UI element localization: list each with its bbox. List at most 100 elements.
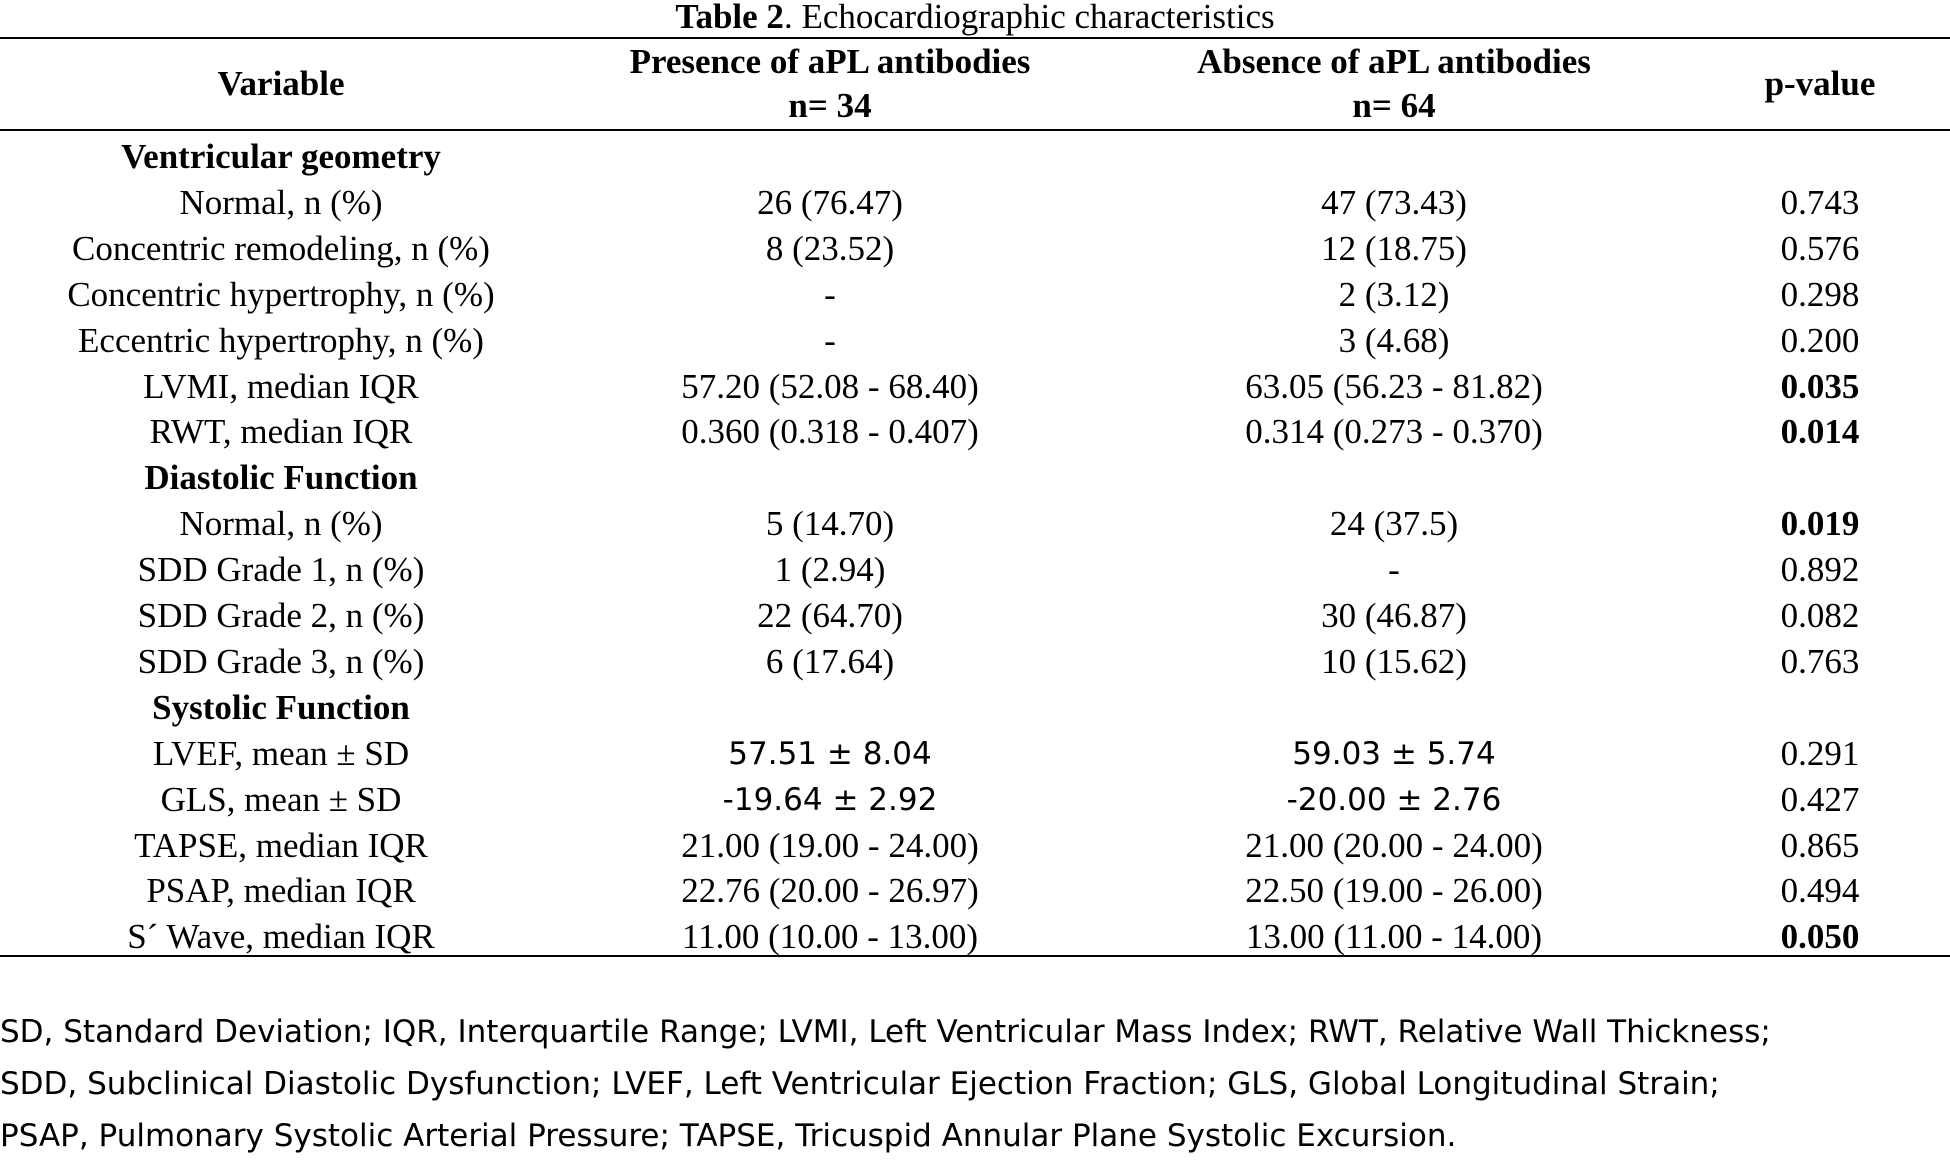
- table-row: LVEF, mean ± SD 57.51 ± 8.04 59.03 ± 5.74 0…: [0, 731, 1950, 777]
- variable-cell: SDD Grade 3, n (%): [137, 641, 425, 681]
- absence-cell: 47 (73.43): [1321, 182, 1467, 222]
- pvalue-cell: 0.865: [1780, 825, 1860, 865]
- section-header-row: Diastolic Function: [0, 455, 1950, 501]
- table-row: Normal, n (%) 5 (14.70) 24 (37.5) 0.019: [0, 501, 1950, 547]
- pvalue-cell: 0.014: [1780, 412, 1860, 452]
- absence-cell: 63.05 (56.23 - 81.82): [1245, 366, 1543, 406]
- variable-cell: GLS, mean ± SD: [160, 779, 402, 819]
- header-absence-line2: n= 64: [1352, 86, 1436, 125]
- absence-cell: 59.03 ± 5.74: [1292, 735, 1496, 772]
- absence-cell: 21.00 (20.00 - 24.00): [1245, 825, 1543, 865]
- table-row: Eccentric hypertrophy, n (%) - 3 (4.68) 0.2…: [0, 318, 1950, 364]
- pvalue-cell: 0.019: [1780, 504, 1860, 544]
- table-row: SDD Grade 2, n (%) 22 (64.70) 30 (46.87) 0.…: [0, 593, 1950, 639]
- absence-cell: 0.314 (0.273 - 0.370): [1245, 412, 1543, 452]
- absence-cell: 24 (37.5): [1329, 504, 1459, 544]
- table-row: S´ Wave, median IQR 11.00 (10.00 - 13.00)…: [0, 914, 1950, 960]
- section-label: Systolic Function: [152, 687, 410, 727]
- section-header-row: Systolic Function: [0, 685, 1950, 731]
- absence-cell: 3 (4.68): [1338, 320, 1450, 360]
- section-label: Diastolic Function: [144, 458, 418, 498]
- variable-cell: PSAP, median IQR: [146, 871, 416, 911]
- variable-cell: TAPSE, median IQR: [134, 825, 428, 865]
- header-presence-line1: Presence of aPL antibodies: [629, 42, 1031, 81]
- variable-cell: LVEF, mean ± SD: [152, 733, 410, 773]
- presence-cell: 26 (76.47): [757, 182, 903, 222]
- table-row: Normal, n (%) 26 (76.47) 47 (73.43) 0.743: [0, 180, 1950, 226]
- header-variable-label: Variable: [217, 64, 345, 103]
- presence-cell: -19.64 ± 2.92: [722, 781, 938, 818]
- footnote: SD, Standard Deviation; IQR, Interquarti…: [0, 1006, 1950, 1162]
- header-absence: Absence of aPL antibodies n= 64: [1098, 40, 1690, 128]
- absence-cell: 30 (46.87): [1321, 596, 1467, 635]
- table-row: SDD Grade 3, n (%) 6 (17.64) 10 (15.62) 0.7…: [0, 639, 1950, 685]
- absence-cell: -: [1388, 550, 1400, 590]
- presence-cell: -: [824, 274, 836, 314]
- header-pvalue: p-value: [1690, 40, 1950, 128]
- presence-cell: 5 (14.70): [765, 504, 895, 544]
- presence-cell: -: [824, 320, 836, 360]
- presence-cell: 22 (64.70): [757, 596, 903, 635]
- header-presence: Presence of aPL antibodies n= 34: [562, 40, 1098, 128]
- header-pvalue-label: p-value: [1764, 64, 1876, 103]
- pvalue-cell: 0.200: [1780, 320, 1860, 360]
- absence-cell: 12 (18.75): [1321, 228, 1467, 268]
- table-row: LVMI, median IQR 57.20 (52.08 - 68.40) 63.…: [0, 364, 1950, 410]
- variable-cell: Concentric remodeling, n (%): [72, 228, 490, 268]
- presence-cell: 57.51 ± 8.04: [728, 735, 932, 772]
- table-row: PSAP, median IQR 22.76 (20.00 - 26.97) 22.…: [0, 868, 1950, 914]
- header-rule: [0, 129, 1950, 131]
- variable-cell: S´ Wave, median IQR: [127, 917, 435, 957]
- pvalue-cell: 0.427: [1780, 779, 1860, 819]
- pvalue-cell: 0.763: [1780, 641, 1860, 681]
- absence-cell: 10 (15.62): [1321, 641, 1467, 681]
- presence-cell: 11.00 (10.00 - 13.00): [681, 917, 979, 957]
- variable-cell: RWT, median IQR: [149, 412, 413, 452]
- table-row: TAPSE, median IQR 21.00 (19.00 - 24.00) 21…: [0, 823, 1950, 869]
- table-title: Table 2. Echocardiographic characteristi…: [0, 0, 1950, 36]
- pvalue-cell: 0.892: [1780, 550, 1860, 590]
- pvalue-cell: 0.035: [1780, 366, 1860, 406]
- footnote-line-3: PSAP, Pulmonary Systolic Arterial Pressu…: [0, 1118, 1457, 1154]
- top-rule: [0, 37, 1950, 39]
- presence-cell: 22.76 (20.00 - 26.97): [681, 871, 979, 911]
- variable-cell: SDD Grade 1, n (%): [137, 550, 425, 590]
- header-presence-line2: n= 34: [788, 86, 872, 125]
- table-row: GLS, mean ± SD -19.64 ± 2.92 -20.00 ± 2.76…: [0, 777, 1950, 823]
- variable-cell: Normal, n (%): [179, 182, 383, 222]
- absence-cell: 13.00 (11.00 - 14.00): [1245, 917, 1543, 957]
- section-label: Ventricular geometry: [121, 137, 441, 176]
- bottom-rule: [0, 955, 1950, 957]
- absence-cell: 2 (3.12): [1338, 274, 1450, 314]
- pvalue-cell: 0.082: [1780, 596, 1860, 635]
- pvalue-cell: 0.576: [1780, 228, 1860, 268]
- variable-cell: LVMI, median IQR: [143, 366, 419, 406]
- footnote-line-2: SDD, Subclinical Diastolic Dysfunction; …: [0, 1066, 1720, 1102]
- presence-cell: 8 (23.52): [765, 228, 895, 268]
- table-title-text: . Echocardiographic characteristics: [783, 0, 1275, 36]
- pvalue-cell: 0.494: [1780, 871, 1860, 911]
- variable-cell: Normal, n (%): [179, 504, 383, 544]
- section-header-row: Ventricular geometry: [0, 134, 1950, 180]
- presence-cell: 57.20 (52.08 - 68.40): [681, 366, 979, 406]
- table-row: SDD Grade 1, n (%) 1 (2.94) - 0.892: [0, 547, 1950, 593]
- table-row: Concentric hypertrophy, n (%) - 2 (3.12) 0.…: [0, 272, 1950, 318]
- absence-cell: 22.50 (19.00 - 26.00): [1245, 871, 1543, 911]
- absence-cell: -20.00 ± 2.76: [1286, 781, 1502, 818]
- presence-cell: 6 (17.64): [765, 641, 895, 681]
- presence-cell: 0.360 (0.318 - 0.407): [681, 412, 979, 452]
- pvalue-cell: 0.050: [1780, 917, 1860, 957]
- table-row: RWT, median IQR 0.360 (0.318 - 0.407) 0.31…: [0, 409, 1950, 455]
- pvalue-cell: 0.291: [1780, 733, 1860, 773]
- footnote-line-1: SD, Standard Deviation; IQR, Interquarti…: [0, 1014, 1771, 1050]
- header-absence-line1: Absence of aPL antibodies: [1197, 42, 1591, 81]
- table-title-label: Table 2: [675, 0, 784, 36]
- variable-cell: Eccentric hypertrophy, n (%): [78, 320, 484, 360]
- presence-cell: 1 (2.94): [774, 550, 886, 590]
- variable-cell: SDD Grade 2, n (%): [137, 596, 425, 635]
- header-variable: Variable: [0, 40, 562, 128]
- presence-cell: 21.00 (19.00 - 24.00): [681, 825, 979, 865]
- variable-cell: Concentric hypertrophy, n (%): [67, 274, 495, 314]
- pvalue-cell: 0.298: [1780, 274, 1860, 314]
- table-row: Concentric remodeling, n (%) 8 (23.52) 12 …: [0, 226, 1950, 272]
